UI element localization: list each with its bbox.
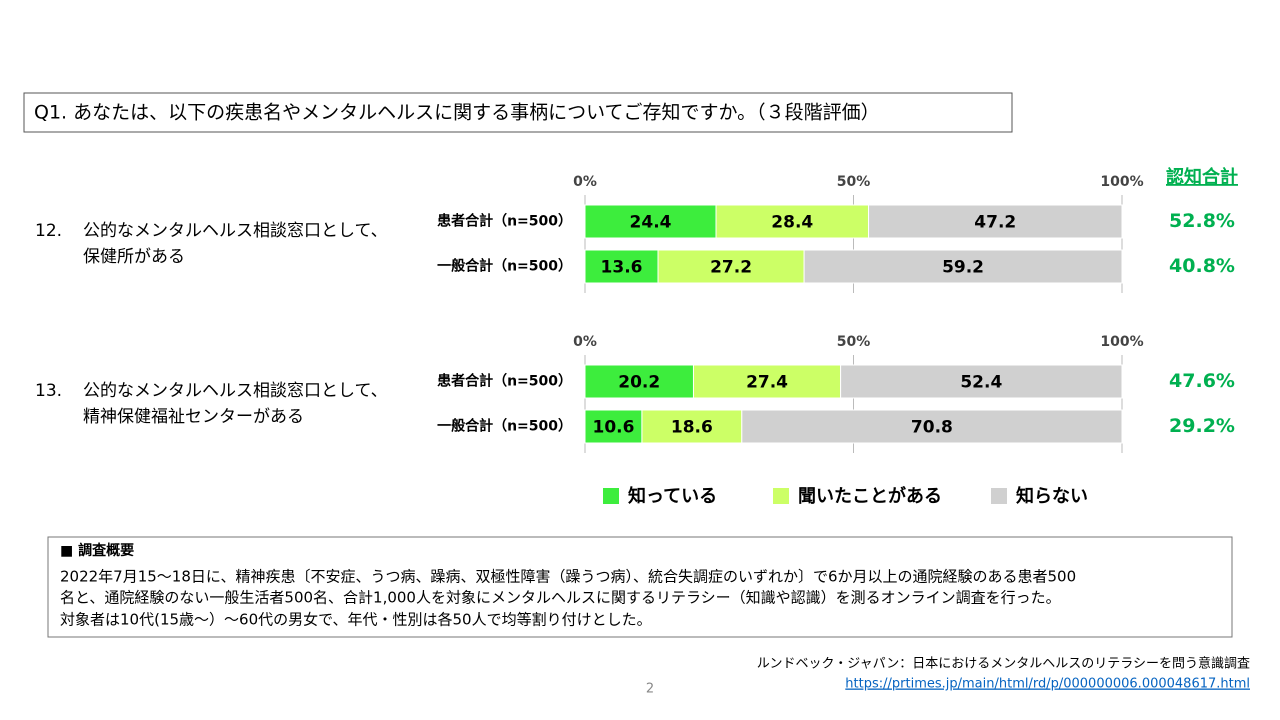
data-label: 13.6: [601, 258, 643, 278]
totals-header: 認知合計: [1166, 166, 1238, 188]
bar-segment: [641, 409, 743, 444]
summary-line: 名と、通院経験のない一般生活者500名、合計1,000人を対象にメンタルヘルスに…: [60, 589, 1061, 607]
row-number: 13.: [35, 381, 62, 401]
total-label: 52.8%: [1169, 210, 1235, 232]
row-label: 保健所がある: [83, 247, 185, 267]
x-tick-label: 50%: [837, 174, 871, 190]
data-label: 20.2: [618, 373, 660, 393]
x-tick-label: 0%: [573, 174, 597, 190]
data-label: 24.4: [630, 213, 672, 233]
total-label: 40.8%: [1169, 255, 1235, 277]
x-tick-label: 0%: [573, 334, 597, 350]
legend-swatch: [603, 488, 619, 504]
source: ルンドベック・ジャパン：日本におけるメンタルヘルスのリテラシーを問う意識調査: [757, 656, 1250, 672]
bar-segment: [584, 364, 694, 399]
total-label: 47.6%: [1169, 370, 1235, 392]
summary-heading: ■ 調査概要: [60, 542, 134, 559]
legend-swatch: [991, 488, 1007, 504]
source-url[interactable]: https://prtimes.jp/main/html/rd/p/000000…: [845, 677, 1250, 692]
legend-label: 聞いたことがある: [798, 485, 942, 507]
page-number: 2: [646, 682, 654, 697]
row-number: 12.: [35, 221, 62, 241]
row-label: 公的なメンタルヘルス相談窓口として、: [83, 221, 388, 241]
category-label: 一般合計（n=500）: [437, 418, 572, 435]
x-tick-label: 100%: [1100, 334, 1143, 350]
category-label: 患者合計（n=500）: [437, 373, 572, 390]
x-tick-label: 50%: [837, 334, 871, 350]
bar-segment: [584, 249, 659, 284]
data-label: 28.4: [771, 213, 813, 233]
legend-label: 知らない: [1016, 485, 1088, 507]
summary-box: [47, 536, 1233, 638]
legend-label: 知っている: [628, 485, 717, 507]
category-label: 患者合計（n=500）: [437, 213, 572, 230]
row-label: 公的なメンタルヘルス相談窓口として、: [83, 381, 388, 401]
row-label: 精神保健福祉センターがある: [83, 407, 304, 427]
question: Q1. あなたは、以下の疾患名やメンタルヘルスに関する事柄についてご存知ですか。…: [34, 102, 880, 124]
total-label: 29.2%: [1169, 415, 1235, 437]
summary-line: 2022年7月15～18日に、精神疾患〔不安症、うつ病、躁病、双極性障害（躁うつ…: [60, 568, 1076, 586]
legend-swatch: [773, 488, 789, 504]
data-label: 59.2: [942, 258, 984, 278]
data-label: 70.8: [911, 418, 953, 438]
data-label: 27.2: [710, 258, 752, 278]
question-box: [23, 92, 1013, 133]
bar-segment: [692, 364, 842, 399]
bar-segment: [657, 249, 805, 284]
bar-segment: [584, 204, 717, 239]
data-label: 47.2: [974, 213, 1016, 233]
summary-line: 対象者は10代(15歳～）～60代の男女で、年代・性別は各50人で均等割り付けと…: [60, 611, 652, 629]
x-tick-label: 100%: [1100, 174, 1143, 190]
data-label: 52.4: [960, 373, 1002, 393]
bar-segment: [868, 204, 1123, 239]
data-label: 18.6: [671, 418, 713, 438]
data-label: 10.6: [592, 418, 634, 438]
bar-segment: [840, 364, 1123, 399]
bar-segment: [584, 409, 643, 444]
data-label: 27.4: [746, 373, 788, 393]
bar-segment: [741, 409, 1123, 444]
bar-segment: [803, 249, 1123, 284]
category-label: 一般合計（n=500）: [437, 258, 572, 275]
